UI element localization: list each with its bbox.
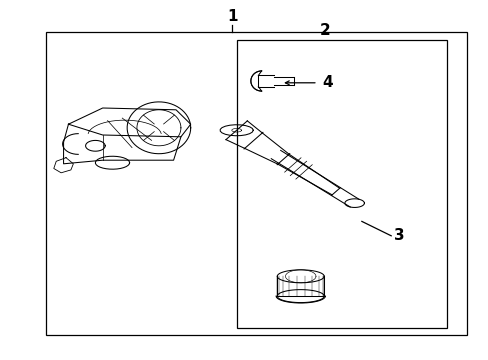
Text: 4: 4 (322, 75, 333, 90)
Text: 3: 3 (393, 228, 404, 243)
Text: 2: 2 (319, 23, 330, 38)
Bar (46, 32, 466, 335)
Bar (237, 40, 447, 328)
Text: 1: 1 (226, 9, 237, 24)
